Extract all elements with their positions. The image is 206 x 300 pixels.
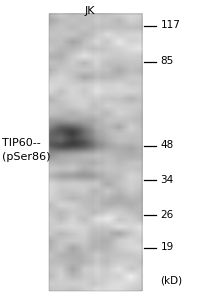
Text: 48: 48 — [160, 140, 173, 151]
Bar — [48, 14, 141, 291]
Text: 26: 26 — [160, 209, 173, 220]
Text: (kD): (kD) — [160, 275, 182, 286]
Text: TIP60--
(pSer86): TIP60-- (pSer86) — [2, 138, 50, 162]
Text: JK: JK — [84, 5, 95, 16]
Text: 19: 19 — [160, 242, 173, 253]
Text: 85: 85 — [160, 56, 173, 67]
Text: 34: 34 — [160, 175, 173, 185]
Text: 117: 117 — [160, 20, 179, 31]
